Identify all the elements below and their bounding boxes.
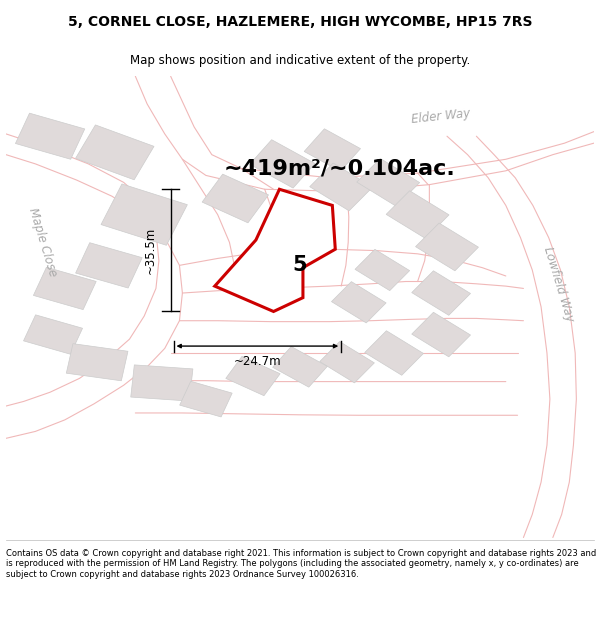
Text: Lowfield Way: Lowfield Way [541, 245, 577, 323]
Text: ~35.5m: ~35.5m [143, 227, 157, 274]
Bar [320, 342, 374, 383]
Bar [16, 113, 85, 159]
Text: ~419m²/~0.104ac.: ~419m²/~0.104ac. [224, 159, 455, 179]
Text: 5, CORNEL CLOSE, HAZLEMERE, HIGH WYCOMBE, HP15 7RS: 5, CORNEL CLOSE, HAZLEMERE, HIGH WYCOMBE… [68, 15, 532, 29]
Bar [412, 271, 470, 315]
Bar [226, 356, 280, 396]
Bar [310, 163, 373, 211]
Text: Contains OS data © Crown copyright and database right 2021. This information is : Contains OS data © Crown copyright and d… [6, 549, 596, 579]
Bar [365, 331, 424, 375]
Bar [131, 365, 193, 401]
Bar [250, 140, 315, 188]
Bar [272, 346, 328, 387]
Bar [331, 282, 386, 323]
Bar [386, 191, 449, 239]
Text: Maple Close: Maple Close [26, 206, 59, 278]
Text: Elder Way: Elder Way [411, 107, 471, 126]
Bar [76, 125, 154, 180]
Text: 5: 5 [293, 256, 307, 276]
Bar [23, 315, 83, 354]
Text: ~24.7m: ~24.7m [233, 355, 281, 368]
Bar [416, 223, 478, 271]
Bar [67, 344, 128, 381]
Bar [355, 249, 410, 291]
Polygon shape [215, 189, 335, 311]
Text: Map shows position and indicative extent of the property.: Map shows position and indicative extent… [130, 54, 470, 67]
Bar [101, 184, 187, 245]
Bar [76, 242, 142, 288]
Bar [179, 381, 232, 417]
Bar [202, 174, 269, 223]
Bar [34, 268, 96, 309]
Bar [357, 159, 419, 206]
Bar [304, 129, 361, 171]
Bar [412, 312, 470, 357]
